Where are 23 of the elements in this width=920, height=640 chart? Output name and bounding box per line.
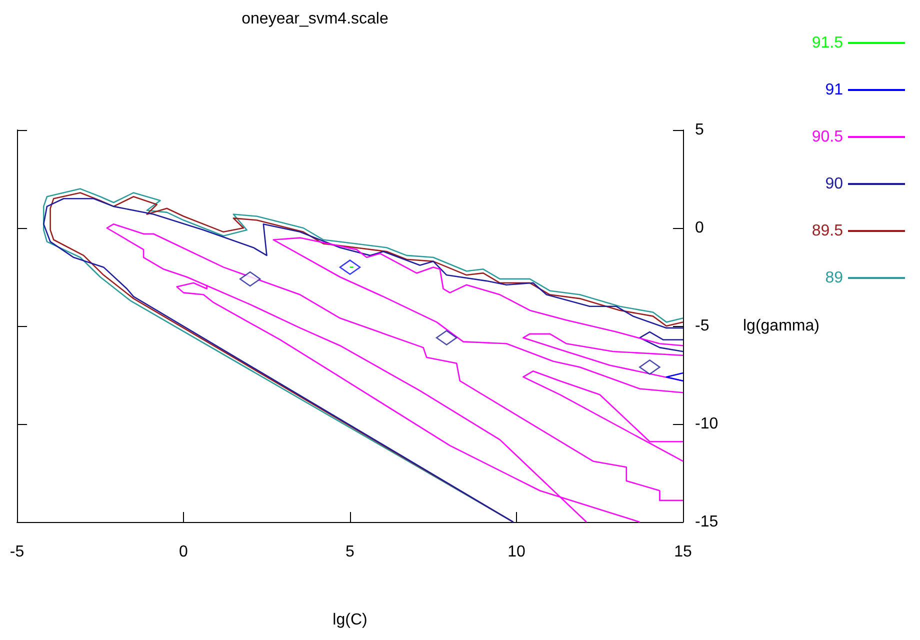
point (436, 330, 458, 346)
y-tick-label: 5 (695, 122, 704, 138)
legend-label: 89 (825, 270, 844, 286)
x-tick-label: 15 (674, 544, 692, 560)
y-tick-label: -10 (695, 416, 718, 432)
x-tick-label: 0 (179, 544, 188, 560)
x-tick-label: 10 (508, 544, 526, 560)
legend-label: 89.5 (812, 222, 844, 240)
point (639, 360, 660, 375)
legend-label: 90.5 (812, 128, 844, 146)
point (339, 260, 361, 275)
y-tick-label: -5 (695, 318, 710, 334)
x-axis-title: lg(C) (332, 612, 368, 628)
legend-label: 90 (825, 176, 844, 192)
chart-title: oneyear_svm4.scale (242, 10, 388, 28)
y-tick-label: -15 (695, 514, 718, 530)
legend-label: 91.5 (812, 34, 844, 52)
y-tick-label: 0 (695, 220, 704, 236)
x-tick-label: -5 (10, 544, 24, 560)
legend-label: 91 (825, 82, 844, 98)
y-axis-title: lg(gamma) (743, 318, 820, 334)
x-tick-label: 5 (346, 544, 355, 560)
point (239, 271, 261, 287)
